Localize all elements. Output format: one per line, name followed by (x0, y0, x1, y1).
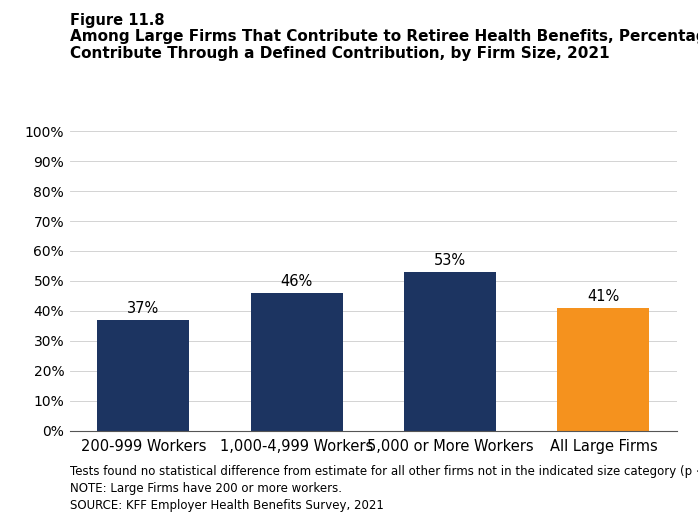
Bar (251, 293, 343, 430)
Bar (404, 272, 496, 430)
Text: Tests found no statistical difference from estimate for all other firms not in t: Tests found no statistical difference fr… (70, 465, 698, 478)
Bar (98, 320, 189, 430)
Text: NOTE: Large Firms have 200 or more workers.: NOTE: Large Firms have 200 or more worke… (70, 482, 342, 495)
Text: Figure 11.8: Figure 11.8 (70, 13, 165, 28)
Text: 37%: 37% (127, 301, 160, 316)
Bar (558, 308, 649, 430)
Text: 41%: 41% (587, 289, 620, 304)
Text: 53%: 53% (434, 253, 466, 268)
Text: 46%: 46% (281, 274, 313, 289)
Text: SOURCE: KFF Employer Health Benefits Survey, 2021: SOURCE: KFF Employer Health Benefits Sur… (70, 499, 384, 512)
Text: Contribute Through a Defined Contribution, by Firm Size, 2021: Contribute Through a Defined Contributio… (70, 46, 609, 61)
Text: Among Large Firms That Contribute to Retiree Health Benefits, Percentage of Firm: Among Large Firms That Contribute to Ret… (70, 29, 698, 44)
